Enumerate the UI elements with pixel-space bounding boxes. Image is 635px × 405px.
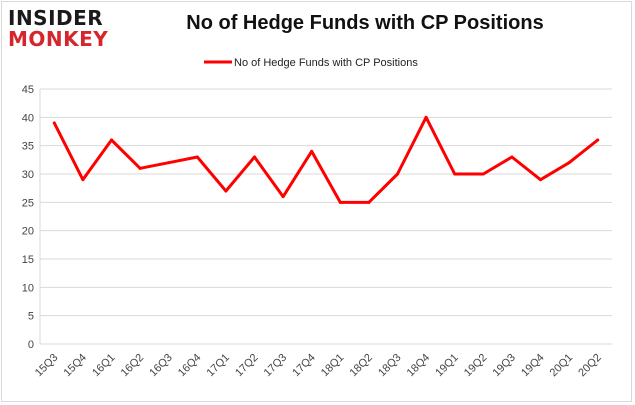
x-tick-label: 17Q2 [233,352,261,380]
data-point [510,155,514,159]
x-tick-label: 18Q1 [319,352,347,380]
legend-label: No of Hedge Funds with CP Positions [234,57,418,69]
data-point [338,200,342,204]
data-point [195,155,199,159]
y-tick-label: 5 [28,311,34,323]
y-tick-label: 35 [22,141,34,153]
data-point [424,115,428,119]
chart-title: No of Hedge Funds with CP Positions [186,12,544,34]
data-point [367,200,371,204]
x-tick-label: 17Q1 [204,352,232,380]
y-tick-label: 45 [22,84,34,96]
x-tick-label: 18Q4 [405,352,433,380]
data-point [52,121,56,125]
data-point [138,166,142,170]
data-point [81,178,85,182]
x-tick-label: 15Q4 [61,352,89,380]
series-group [52,115,600,204]
x-tick-label: 16Q2 [119,352,147,380]
x-tick-label: 19Q4 [519,352,547,380]
insider-monkey-logo: INSIDER MONKEY [8,6,118,52]
x-tick-label: 18Q3 [376,352,404,380]
x-tick-label: 19Q1 [433,352,461,380]
x-tick-label: 17Q4 [290,352,318,380]
data-point [396,172,399,176]
x-tick-label: 15Q3 [33,352,61,380]
x-tick-label: 16Q3 [147,352,175,380]
x-tick-label: 19Q2 [462,352,490,380]
series-line [52,115,600,204]
y-tick-label: 30 [22,169,34,181]
data-point [281,195,285,199]
x-tick-label: 20Q1 [548,352,576,380]
y-tick-label: 0 [28,339,34,351]
data-point [253,155,256,159]
x-tick-label: 16Q1 [90,352,118,380]
y-axis-ticks: 0 5 10 15 20 25 30 35 40 45 [22,84,34,351]
data-point [110,138,113,142]
x-tick-label: 18Q2 [347,352,375,380]
x-tick-label: 17Q3 [262,352,290,380]
x-tick-label: 20Q2 [576,352,604,380]
data-point [596,138,600,142]
data-point [310,149,314,153]
logo-line-2: MONKEY [8,27,109,51]
x-tick-label: 16Q4 [176,352,204,380]
data-point [453,172,457,176]
y-tick-label: 15 [22,254,34,266]
legend: No of Hedge Funds with CP Positions [204,57,418,69]
y-tick-label: 20 [22,226,34,238]
x-axis-ticks: 15Q3 15Q4 16Q1 16Q2 16Q3 16Q4 17Q1 17Q2 17Q3 17Q4… [33,352,604,380]
data-point [481,172,485,176]
data-point [567,161,571,165]
data-point [224,189,228,193]
y-tick-label: 40 [22,112,34,124]
gridlines [39,88,612,345]
data-point [539,178,542,182]
y-tick-label: 10 [22,282,34,294]
logo-line-1: INSIDER [8,6,104,30]
y-tick-label: 25 [22,197,34,209]
x-tick-label: 19Q3 [490,352,518,380]
data-point [167,161,171,165]
